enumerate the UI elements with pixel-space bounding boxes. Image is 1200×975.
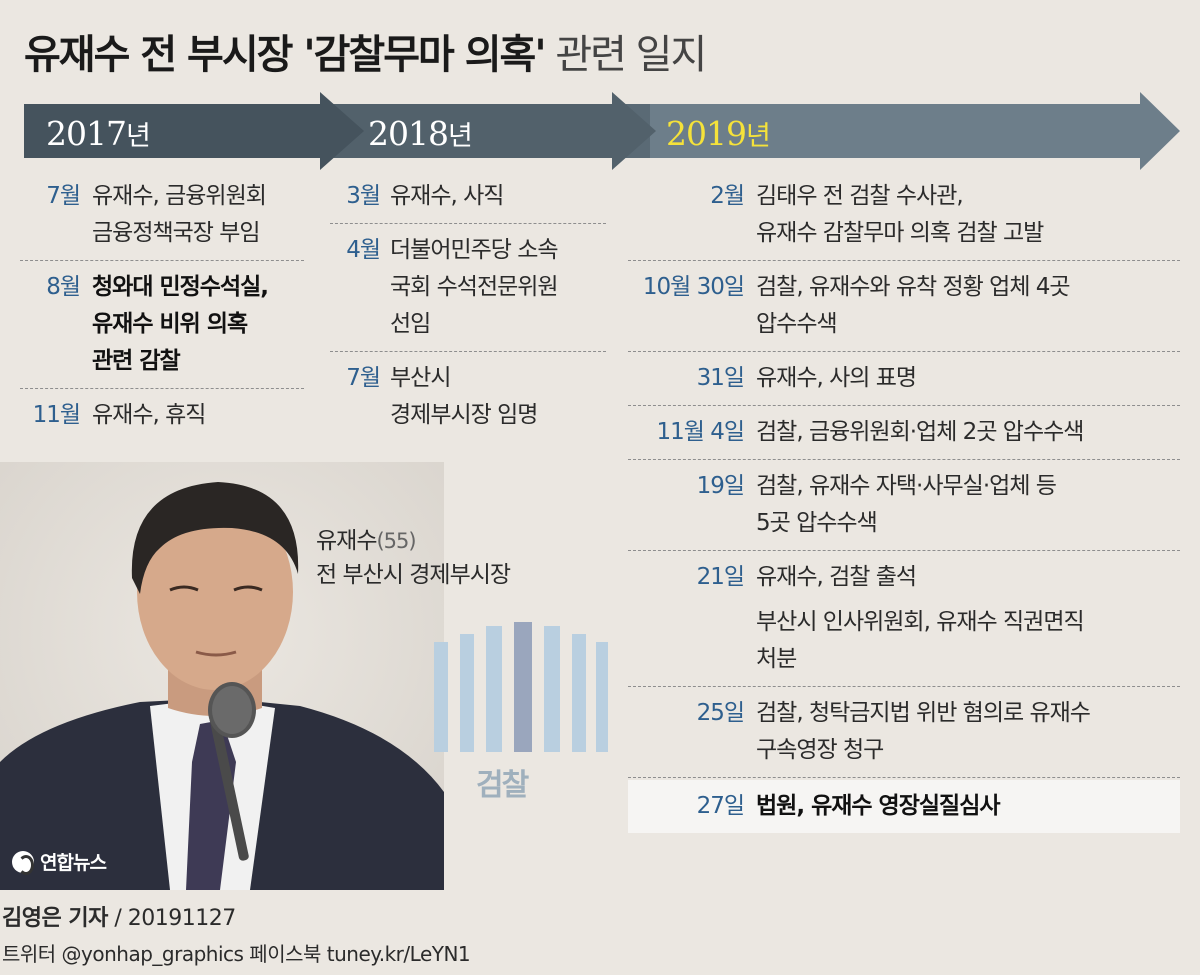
event-2018-mar: 3월 유재수, 사직 (330, 176, 606, 223)
divider (628, 405, 1180, 406)
title-sub: 관련 일지 (544, 32, 707, 78)
divider (628, 550, 1180, 551)
year-label-2017: 2017년 (46, 114, 151, 153)
prosecution-emblem-label: 검찰 (476, 768, 529, 803)
event-text: 검찰, 유재수 자택·사무실·업체 등 5곳 압수수색 (756, 473, 1057, 536)
event-date: 2월 (710, 183, 745, 209)
yonhap-logo-icon (12, 850, 34, 875)
divider (330, 223, 606, 224)
reporter-name: 김영은 기자 (2, 906, 108, 931)
event-2019-nov21: 21일 유재수, 검찰 출석 (628, 551, 1180, 600)
event-2017-jul: 7월 유재수, 금융위원회 금융정책국장 부임 (20, 176, 304, 260)
event-2017-aug: 8월 청와대 민정수석실, 유재수 비위 의혹 관련 감찰 (20, 261, 304, 388)
social-links: 트위터 @yonhap_graphics 페이스북 tuney.kr/LeYN1 (2, 942, 471, 966)
divider (628, 686, 1180, 687)
event-text: 검찰, 금융위원회·업체 2곳 압수수색 (756, 419, 1084, 445)
year-arrow-2018: 2018년 (316, 92, 656, 170)
portrait-illustration (0, 462, 444, 890)
divider (20, 260, 304, 261)
event-text: 더불어민주당 소속 국회 수석전문위원 선임 (390, 237, 559, 337)
event-2017-nov: 11월 유재수, 휴직 (20, 389, 304, 442)
portrait-photo (0, 462, 444, 890)
title-main: 유재수 전 부시장 '감찰무마 의혹' (24, 32, 547, 78)
event-text: 법원, 유재수 영장실질심사 (756, 793, 1001, 819)
divider (628, 459, 1180, 460)
event-month: 3월 (346, 183, 381, 209)
event-text: 유재수, 휴직 (92, 402, 206, 428)
event-date: 11월 4일 (656, 419, 745, 445)
event-text: 검찰, 유재수와 유착 정황 업체 4곳 압수수색 (756, 274, 1071, 337)
event-text: 검찰, 청탁금지법 위반 혐의로 유재수 구속영장 청구 (756, 700, 1091, 763)
divider (628, 260, 1180, 261)
event-text: 유재수, 금융위원회 금융정책국장 부임 (92, 183, 267, 246)
year-label-2018: 2018년 (368, 114, 473, 153)
yonhap-logo: 연합뉴스 (12, 848, 107, 875)
event-2019-oct31: 31일 유재수, 사의 표명 (628, 352, 1180, 405)
event-text: 김태우 전 검찰 수사관, 유재수 감찰무마 의혹 검찰 고발 (756, 183, 1044, 246)
year-arrow-2017: 2017년 (24, 92, 364, 170)
event-2019-nov25: 25일 검찰, 청탁금지법 위반 혐의로 유재수 구속영장 청구 (628, 687, 1180, 777)
event-text: 청와대 민정수석실, 유재수 비위 의혹 관련 감찰 (92, 274, 269, 374)
credit-line: 김영은 기자 / 20191127 (2, 902, 236, 936)
event-date: 21일 (696, 564, 745, 590)
event-2018-jul: 7월 부산시 경제부시장 임명 (330, 352, 606, 442)
event-2019-nov27: 27일 법원, 유재수 영장실질심사 (628, 780, 1180, 833)
timeline-2017: 7월 유재수, 금융위원회 금융정책국장 부임 8월 청와대 민정수석실, 유재… (20, 176, 304, 442)
event-date: 19일 (696, 473, 745, 499)
profile-position: 전 부산시 경제부시장 (316, 562, 511, 588)
event-month: 7월 (346, 365, 381, 391)
event-text: 유재수, 사의 표명 (756, 365, 917, 391)
event-month: 7월 (46, 183, 81, 209)
event-2019-oct30: 10월 30일 검찰, 유재수와 유착 정황 업체 4곳 압수수색 (628, 261, 1180, 351)
event-month: 11월 (32, 402, 81, 428)
divider (628, 351, 1180, 352)
event-text: 부산시 인사위원회, 유재수 직권면직 처분 (756, 609, 1085, 672)
event-month: 4월 (346, 237, 381, 263)
page-title: 유재수 전 부시장 '감찰무마 의혹' 관련 일지 (24, 22, 707, 80)
yonhap-logo-text: 연합뉴스 (40, 852, 107, 874)
event-month: 8월 (46, 274, 81, 300)
event-text: 유재수, 검찰 출석 (756, 564, 917, 590)
event-date: 25일 (696, 700, 745, 726)
event-date: 31일 (696, 365, 745, 391)
event-text: 부산시 경제부시장 임명 (390, 365, 538, 428)
event-text: 유재수, 사직 (390, 183, 504, 209)
event-2019-nov19: 19일 검찰, 유재수 자택·사무실·업체 등 5곳 압수수색 (628, 460, 1180, 550)
credit-date: / 20191127 (107, 906, 236, 931)
year-arrow-2019: 2019년 (610, 92, 1180, 170)
event-date: 27일 (696, 793, 745, 819)
divider (628, 777, 1180, 778)
divider (20, 388, 304, 389)
timeline-2018: 3월 유재수, 사직 4월 더불어민주당 소속 국회 수석전문위원 선임 7월 … (330, 176, 606, 442)
event-2019-nov4: 11월 4일 검찰, 금융위원회·업체 2곳 압수수색 (628, 406, 1180, 459)
arrow-shape-2018 (316, 92, 656, 170)
divider (330, 351, 606, 352)
profile-name: 유재수 (316, 528, 377, 554)
event-2018-apr: 4월 더불어민주당 소속 국회 수석전문위원 선임 (330, 224, 606, 351)
profile-caption: 유재수(55) 전 부산시 경제부시장 (316, 524, 511, 592)
event-2019-feb: 2월 김태우 전 검찰 수사관, 유재수 감찰무마 의혹 검찰 고발 (628, 176, 1180, 260)
event-date: 10월 30일 (642, 274, 745, 300)
event-2019-nov21-b: 부산시 인사위원회, 유재수 직권면직 처분 (628, 600, 1180, 686)
prosecution-emblem-icon (430, 622, 610, 756)
year-label-2019: 2019년 (666, 114, 771, 153)
timeline-2019: 2월 김태우 전 검찰 수사관, 유재수 감찰무마 의혹 검찰 고발 10월 3… (628, 176, 1180, 833)
arrow-shape-2017 (24, 92, 364, 170)
profile-age: (55) (376, 529, 416, 553)
